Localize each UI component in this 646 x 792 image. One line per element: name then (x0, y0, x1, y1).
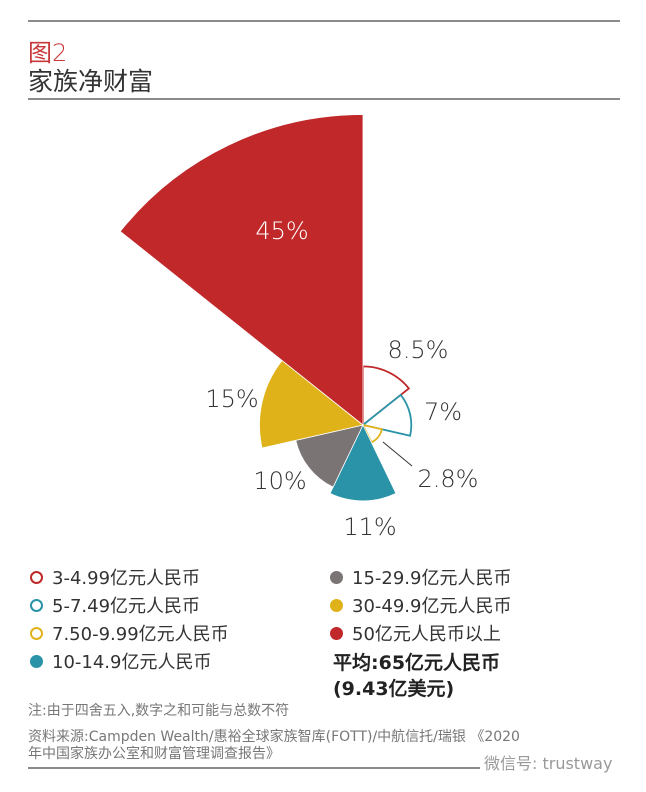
legend-marker (30, 598, 43, 612)
rounding-note: 注:由于四舍五入,数字之和可能与总数不符 (28, 703, 290, 719)
rose-slice (295, 424, 364, 488)
legend-label: 3-4.99亿元人民币 (52, 568, 201, 589)
legend-marker (330, 598, 343, 612)
source-line-2: 年中国家族办公室和财富管理调查报告》 (28, 746, 280, 762)
data-label: 15% (205, 385, 258, 413)
average-usd: (9.43亿美元) (333, 678, 455, 700)
data-label: 45% (255, 217, 308, 245)
legend-item: 50亿元人民币以上 (330, 620, 501, 646)
data-label: 7% (424, 398, 462, 426)
rose-slice (329, 424, 397, 502)
data-label: 2.8% (418, 465, 479, 493)
legend-item: 3-4.99亿元人民币 (30, 564, 200, 590)
chart-title: 家族净财富 (28, 67, 154, 96)
legend-marker (30, 654, 43, 668)
bottom-rule (28, 767, 480, 769)
source-line-1: 资料来源:Campden Wealth/惠裕全球家族智库(FOTT)/中航信托/… (28, 729, 520, 745)
legend-label: 30-49.9亿元人民币 (352, 596, 512, 617)
legend-marker (330, 570, 343, 584)
legend-label: 10-14.9亿元人民币 (52, 652, 212, 673)
legend-item: 15-29.9亿元人民币 (330, 564, 511, 590)
average-value: 平均:65亿元人民币 (333, 652, 501, 674)
rose-chart: 8.5% 7% 2.8% 11% 10% 15% 45% (119, 114, 479, 541)
legend-item: 10-14.9亿元人民币 (30, 648, 211, 674)
rose-slice (360, 393, 413, 437)
legend-item: 7.50-9.99亿元人民币 (30, 620, 229, 646)
legend-item: 5-7.49亿元人民币 (30, 592, 200, 618)
data-label: 8.5% (388, 336, 449, 364)
legend-marker (330, 626, 343, 640)
legend-marker (30, 570, 43, 584)
title-rule (28, 98, 620, 100)
data-label: 11% (343, 513, 396, 541)
legend-label: 7.50-9.99亿元人民币 (52, 624, 229, 645)
rose-slice (119, 114, 364, 426)
legend-label: 5-7.49亿元人民币 (52, 596, 201, 617)
legend-label: 15-29.9亿元人民币 (352, 568, 512, 589)
rose-slice (362, 365, 411, 427)
legend-marker (30, 626, 43, 640)
legend-item: 30-49.9亿元人民币 (330, 592, 511, 618)
data-label: 10% (253, 467, 306, 495)
leader-line (382, 441, 413, 467)
watermark: 微信号: trustway (484, 754, 613, 773)
figure-label: 图2 (28, 39, 68, 67)
top-rule (28, 20, 620, 22)
rose-slice (259, 359, 364, 449)
legend-label: 50亿元人民币以上 (352, 624, 501, 645)
